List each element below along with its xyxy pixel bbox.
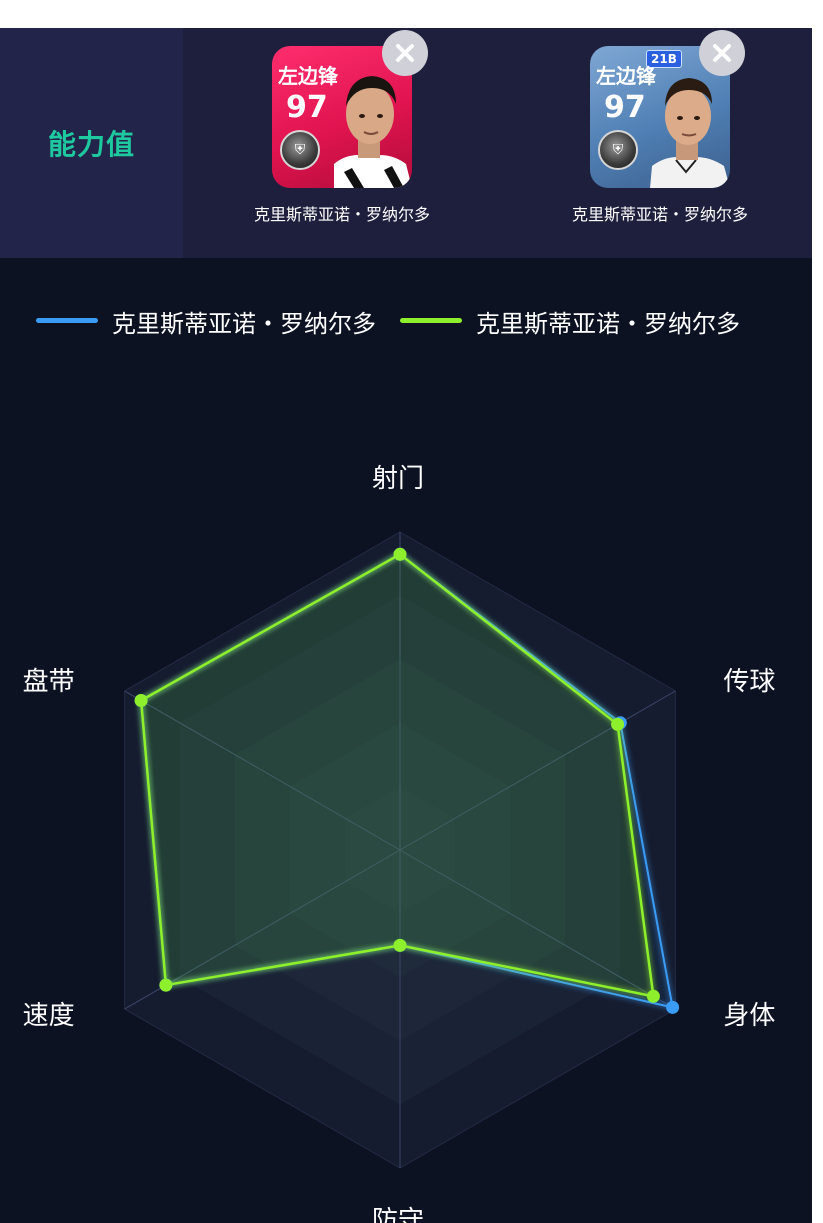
radar-chart	[124, 531, 680, 1169]
radar-point-series-2-0[interactable]	[393, 547, 407, 561]
radar-series	[134, 547, 680, 1014]
section-tab[interactable]: 能力值	[0, 28, 183, 258]
player-rating: 97	[604, 90, 646, 125]
player-name-1: 克里斯蒂亚诺・罗纳尔多	[253, 205, 430, 224]
radar-axis-label-4: 速度	[22, 1001, 75, 1031]
player-name-2: 克里斯蒂亚诺・罗纳尔多	[571, 205, 748, 224]
radar-point-series-2-5[interactable]	[134, 694, 148, 707]
remove-player-2-button[interactable]	[699, 30, 745, 76]
player-portrait-icon	[334, 76, 412, 188]
radar-point-series-2-1[interactable]	[611, 717, 625, 731]
version-tag: 21B	[646, 50, 682, 68]
compare-header: 能力值 左边锋 97 ⛨ 克里斯蒂亚诺・罗纳尔多	[0, 28, 812, 258]
legend-label-series-1: 克里斯蒂亚诺・罗纳尔多	[112, 310, 376, 338]
player-portrait-icon	[650, 78, 730, 188]
player-rating: 97	[286, 90, 328, 125]
club-badge-icon: ⛨	[280, 130, 320, 170]
close-icon	[396, 44, 414, 62]
player-card-2[interactable]: 21B 左边锋 97 ⛨	[590, 46, 730, 188]
radar-axis-label-3: 防守	[372, 1206, 425, 1223]
club-badge-icon: ⛨	[598, 130, 638, 170]
legend-swatch-series-1	[36, 318, 98, 323]
radar-axis-label-1: 传球	[723, 667, 776, 697]
radar-point-series-1-2[interactable]	[666, 1000, 680, 1014]
radar-point-series-2-4[interactable]	[159, 978, 173, 992]
radar-axis-label-5: 盘带	[22, 667, 75, 697]
radar-point-series-2-3[interactable]	[393, 938, 407, 952]
radar-axis-label-2: 身体	[723, 1001, 776, 1031]
radar-point-series-2-2[interactable]	[646, 989, 660, 1003]
legend-swatch-series-2	[400, 318, 462, 323]
remove-player-1-button[interactable]	[382, 30, 428, 76]
legend-label-series-2: 克里斯蒂亚诺・罗纳尔多	[476, 310, 740, 338]
player-position: 左边锋	[596, 64, 656, 88]
radar-series-2-area	[139, 552, 655, 998]
section-title: 能力值	[47, 128, 135, 161]
compare-screen: 能力值 左边锋 97 ⛨ 克里斯蒂亚诺・罗纳尔多	[0, 28, 812, 1223]
status-bar-area	[0, 0, 823, 28]
screen-edge	[812, 0, 823, 1223]
player-position: 左边锋	[278, 64, 338, 88]
radar-axis-label-0: 射门	[372, 464, 425, 494]
close-icon	[713, 44, 731, 62]
